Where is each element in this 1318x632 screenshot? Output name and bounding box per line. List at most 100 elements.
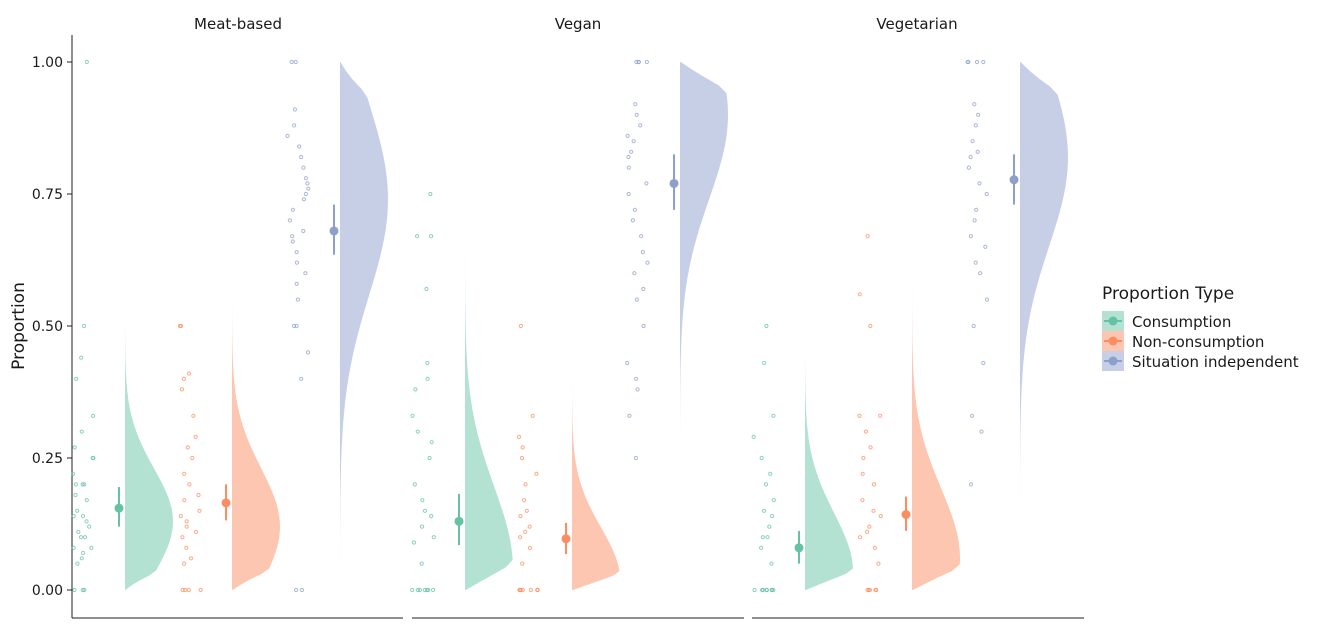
point-vegan-situation-independent-14 bbox=[626, 191, 631, 197]
point-vegan-non-consumption-4 bbox=[528, 587, 533, 593]
point-meat-based-non-consumption-22 bbox=[181, 376, 186, 381]
point-meat-based-situation-independent-1 bbox=[299, 587, 305, 593]
point-meat-based-situation-independent-27 bbox=[289, 59, 294, 65]
point-vegan-situation-independent-15 bbox=[644, 181, 649, 186]
point-vegan-non-consumption-12 bbox=[518, 514, 523, 519]
point-vegetarian-situation-independent-23 bbox=[981, 59, 986, 65]
point-vegetarian-non-consumption-11 bbox=[871, 508, 876, 513]
point-vegan-situation-independent-23 bbox=[633, 102, 638, 107]
mean-vegetarian-non-consumption bbox=[901, 509, 911, 519]
point-meat-based-consumption-1 bbox=[82, 587, 87, 593]
legend: Proportion Type Consumption Non-consumpt… bbox=[1102, 284, 1299, 371]
point-vegan-consumption-4 bbox=[410, 587, 415, 593]
point-vegetarian-non-consumption-16 bbox=[868, 445, 873, 450]
point-vegetarian-consumption-17 bbox=[768, 471, 773, 476]
point-meat-based-consumption-8 bbox=[82, 535, 88, 540]
point-vegetarian-situation-independent-0 bbox=[968, 482, 974, 487]
point-vegetarian-non-consumption-14 bbox=[860, 471, 865, 476]
point-vegetarian-non-consumption-6 bbox=[872, 545, 878, 550]
density-meat-based-non-consumption bbox=[232, 267, 280, 590]
y-tick-label-4: 1.00 bbox=[32, 55, 63, 71]
point-meat-based-consumption-24 bbox=[72, 445, 77, 450]
point-vegetarian-non-consumption-8 bbox=[865, 529, 870, 535]
point-vegetarian-non-consumption-18 bbox=[857, 413, 862, 418]
mean-vegan-consumption bbox=[454, 516, 464, 526]
point-meat-based-consumption-16 bbox=[84, 498, 89, 503]
point-vegan-situation-independent-1 bbox=[627, 413, 632, 418]
density-meat-based-consumption bbox=[125, 299, 173, 590]
point-vegan-situation-independent-21 bbox=[638, 123, 643, 128]
point-vegetarian-non-consumption-5 bbox=[876, 561, 881, 566]
point-vegetarian-consumption-7 bbox=[771, 587, 776, 593]
mean-vegetarian-situation-independent bbox=[1009, 175, 1019, 185]
point-meat-based-consumption-25 bbox=[79, 429, 84, 434]
mean-meat-based-consumption bbox=[114, 503, 124, 513]
point-meat-based-situation-independent-8 bbox=[303, 271, 308, 276]
point-meat-based-non-consumption-11 bbox=[178, 514, 183, 519]
point-meat-based-non-consumption-15 bbox=[187, 482, 192, 487]
point-vegetarian-situation-independent-6 bbox=[978, 271, 983, 276]
point-meat-based-consumption-29 bbox=[82, 323, 87, 329]
point-vegan-non-consumption-20 bbox=[530, 413, 535, 418]
point-vegetarian-consumption-4 bbox=[769, 587, 775, 593]
point-vegan-non-consumption-19 bbox=[516, 434, 522, 439]
point-meat-based-non-consumption-1 bbox=[180, 587, 185, 593]
y-axis-title: Proportion bbox=[9, 282, 29, 370]
point-meat-based-situation-independent-28 bbox=[293, 59, 298, 65]
point-vegetarian-non-consumption-21 bbox=[857, 292, 862, 297]
point-vegetarian-situation-independent-5 bbox=[984, 297, 990, 302]
point-vegan-consumption-18 bbox=[410, 413, 415, 418]
point-vegetarian-consumption-15 bbox=[771, 498, 776, 503]
legend-label-non-consumption: Non-consumption bbox=[1132, 333, 1264, 351]
point-vegan-consumption-14 bbox=[412, 482, 417, 487]
y-tick-label-1: 0.25 bbox=[32, 451, 63, 467]
point-meat-based-situation-independent-19 bbox=[305, 181, 310, 186]
point-vegan-consumption-3 bbox=[430, 587, 436, 593]
point-meat-based-consumption-10 bbox=[76, 529, 81, 535]
point-vegan-non-consumption-10 bbox=[523, 529, 528, 535]
point-meat-based-consumption-26 bbox=[90, 413, 96, 418]
point-meat-based-situation-independent-13 bbox=[301, 228, 306, 234]
point-meat-based-consumption-7 bbox=[89, 545, 94, 550]
point-vegetarian-consumption-18 bbox=[759, 455, 764, 461]
point-meat-based-consumption-21 bbox=[71, 471, 76, 476]
point-meat-based-situation-independent-22 bbox=[299, 154, 304, 160]
point-meat-based-situation-independent-0 bbox=[294, 587, 299, 593]
y-axis: 0.00 0.25 0.50 0.75 1.00 Proportion bbox=[9, 35, 73, 618]
point-vegan-consumption-13 bbox=[420, 498, 425, 503]
point-meat-based-consumption-14 bbox=[80, 514, 86, 519]
point-meat-based-non-consumption-17 bbox=[190, 455, 195, 461]
point-vegetarian-situation-independent-9 bbox=[968, 234, 974, 239]
point-vegan-consumption-23 bbox=[429, 234, 434, 239]
point-meat-based-consumption-9 bbox=[78, 535, 84, 540]
point-vegetarian-non-consumption-20 bbox=[868, 323, 873, 329]
point-meat-based-non-consumption-5 bbox=[188, 556, 194, 561]
point-vegan-situation-independent-19 bbox=[631, 139, 636, 144]
point-meat-based-non-consumption-9 bbox=[184, 524, 189, 529]
point-vegetarian-situation-independent-10 bbox=[972, 218, 977, 223]
mean-vegan-non-consumption bbox=[561, 534, 571, 544]
point-vegetarian-consumption-10 bbox=[760, 535, 766, 540]
point-vegan-consumption-25 bbox=[428, 191, 433, 197]
point-meat-based-consumption-5 bbox=[81, 550, 86, 556]
point-meat-based-situation-independent-23 bbox=[297, 144, 302, 149]
point-meat-based-consumption-3 bbox=[75, 561, 80, 566]
point-vegetarian-non-consumption-19 bbox=[878, 413, 883, 418]
point-vegetarian-consumption-9 bbox=[759, 545, 764, 550]
y-tick-label-2: 0.50 bbox=[32, 319, 63, 335]
point-vegetarian-non-consumption-17 bbox=[863, 429, 869, 434]
point-meat-based-situation-independent-20 bbox=[303, 176, 308, 181]
point-vegetarian-situation-independent-4 bbox=[971, 323, 976, 329]
point-meat-based-non-consumption-3 bbox=[186, 587, 191, 593]
point-meat-based-consumption-27 bbox=[74, 376, 79, 381]
point-meat-based-situation-independent-14 bbox=[287, 218, 292, 223]
point-vegan-consumption-8 bbox=[411, 540, 417, 545]
point-vegan-consumption-21 bbox=[425, 360, 430, 366]
density-vegan-situation-independent bbox=[680, 62, 728, 527]
legend-label-consumption: Consumption bbox=[1132, 313, 1231, 331]
density-meat-based-situation-independent bbox=[340, 62, 388, 590]
point-meat-based-situation-independent-4 bbox=[292, 323, 297, 329]
point-vegetarian-situation-independent-14 bbox=[966, 165, 972, 170]
point-vegetarian-non-consumption-13 bbox=[871, 482, 877, 487]
